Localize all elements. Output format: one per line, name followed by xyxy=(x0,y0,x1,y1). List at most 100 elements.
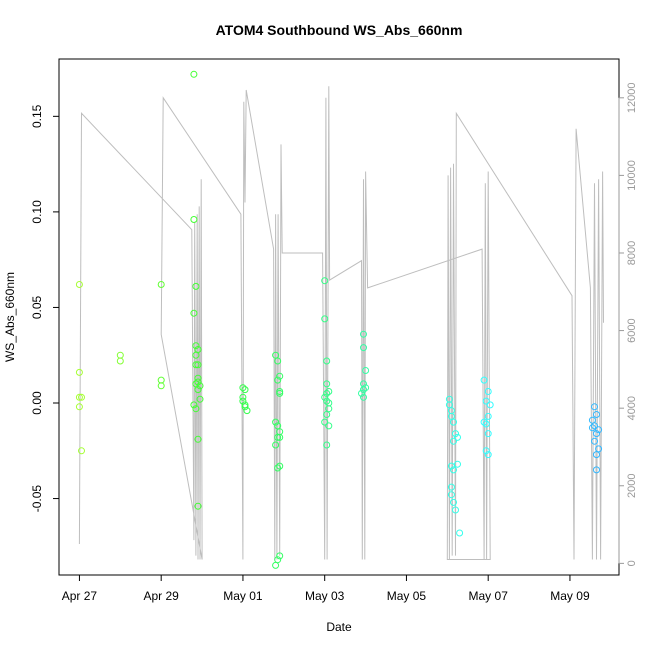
y2-axis: 0 2000 4000 6000 8000 10000 12000 xyxy=(618,83,638,566)
data-point xyxy=(450,498,457,506)
data-point xyxy=(591,437,598,445)
data-point xyxy=(274,464,282,472)
data-point xyxy=(480,418,488,426)
data-point xyxy=(588,416,596,424)
y-tick-label: 0.10 xyxy=(30,200,44,224)
data-point xyxy=(480,376,488,384)
data-point xyxy=(157,382,165,390)
data-point xyxy=(194,361,202,369)
data-point xyxy=(323,380,331,388)
data-point xyxy=(323,411,331,418)
y-axis: -0.05 0.00 0.05 0.10 0.15 xyxy=(30,104,59,512)
x-tick-label: May 05 xyxy=(387,589,427,603)
data-point xyxy=(274,376,282,384)
data-point xyxy=(447,462,455,470)
data-point xyxy=(447,483,455,491)
data-point xyxy=(276,372,284,380)
data-point xyxy=(239,384,247,392)
y-tick-label: 0.15 xyxy=(30,104,44,128)
data-point xyxy=(192,351,200,359)
data-point xyxy=(325,422,333,430)
x-tick-label: May 07 xyxy=(469,589,509,603)
y2-tick-label: 4000 xyxy=(626,396,638,420)
data-point xyxy=(190,309,198,317)
data-point xyxy=(190,216,198,223)
x-axis: Apr 27 Apr 29 May 01 May 03 May 05 May 07 May … xyxy=(62,574,590,603)
data-point xyxy=(486,401,494,409)
data-point xyxy=(190,70,198,78)
data-point xyxy=(362,384,370,392)
data-point xyxy=(321,315,329,323)
data-point xyxy=(192,405,200,413)
data-point xyxy=(272,561,280,569)
data-point xyxy=(75,393,83,401)
data-point xyxy=(116,357,124,365)
data-point xyxy=(321,277,329,285)
data-point xyxy=(194,435,202,443)
data-point xyxy=(325,388,333,395)
y2-tick-label: 8000 xyxy=(626,241,638,265)
x-tick-label: May 09 xyxy=(550,589,590,603)
data-point xyxy=(484,412,492,420)
data-point xyxy=(157,281,165,288)
data-point xyxy=(482,420,490,428)
data-point xyxy=(192,342,200,350)
data-point xyxy=(484,451,492,459)
data-point xyxy=(78,447,85,455)
chart-title: ATOM4 Southbound WS_Abs_660nm xyxy=(216,22,463,38)
altitude-line xyxy=(78,86,604,560)
data-point xyxy=(194,378,202,386)
data-point xyxy=(196,395,204,403)
data-point xyxy=(192,282,200,290)
x-tick-label: Apr 27 xyxy=(62,589,98,603)
data-point xyxy=(484,430,492,438)
data-point xyxy=(272,441,280,449)
data-point xyxy=(194,502,202,510)
data-point xyxy=(321,393,329,401)
y-tick-label: 0.00 xyxy=(30,391,44,415)
data-point xyxy=(456,529,464,537)
data-point xyxy=(323,397,331,405)
points-layer xyxy=(75,70,603,569)
data-point xyxy=(239,393,247,401)
data-point xyxy=(190,401,198,409)
data-point xyxy=(454,433,461,441)
data-point xyxy=(116,351,124,359)
data-point xyxy=(78,393,85,401)
data-point xyxy=(450,466,457,474)
data-point xyxy=(321,418,329,426)
data-point xyxy=(75,403,83,411)
data-point xyxy=(360,344,367,352)
data-point xyxy=(276,433,284,441)
data-point xyxy=(450,437,457,445)
y2-tick-label: 12000 xyxy=(626,83,638,114)
data-point xyxy=(454,460,461,468)
y-axis-label: WS_Abs_660nm xyxy=(3,272,17,362)
data-point xyxy=(588,424,596,432)
data-point xyxy=(276,388,284,395)
data-point xyxy=(358,389,365,397)
y2-tick-label: 6000 xyxy=(626,318,638,342)
data-point xyxy=(243,407,251,415)
data-point xyxy=(593,411,600,418)
data-point xyxy=(241,403,249,411)
data-point xyxy=(360,386,367,394)
altitude-line-layer xyxy=(78,86,604,560)
data-point xyxy=(595,426,603,434)
data-point xyxy=(482,447,490,455)
data-point xyxy=(241,386,249,394)
data-point xyxy=(272,418,280,426)
y2-tick-label: 10000 xyxy=(626,160,638,191)
data-point xyxy=(591,403,598,411)
data-point xyxy=(452,430,459,438)
data-point xyxy=(274,433,282,441)
data-point xyxy=(274,357,282,365)
x-tick-label: May 03 xyxy=(305,589,345,603)
data-point xyxy=(593,466,600,474)
y-tick-label: 0.05 xyxy=(30,295,44,319)
data-point xyxy=(276,462,284,470)
data-point xyxy=(484,388,492,395)
x-tick-label: May 01 xyxy=(223,589,263,603)
data-point xyxy=(75,368,83,376)
